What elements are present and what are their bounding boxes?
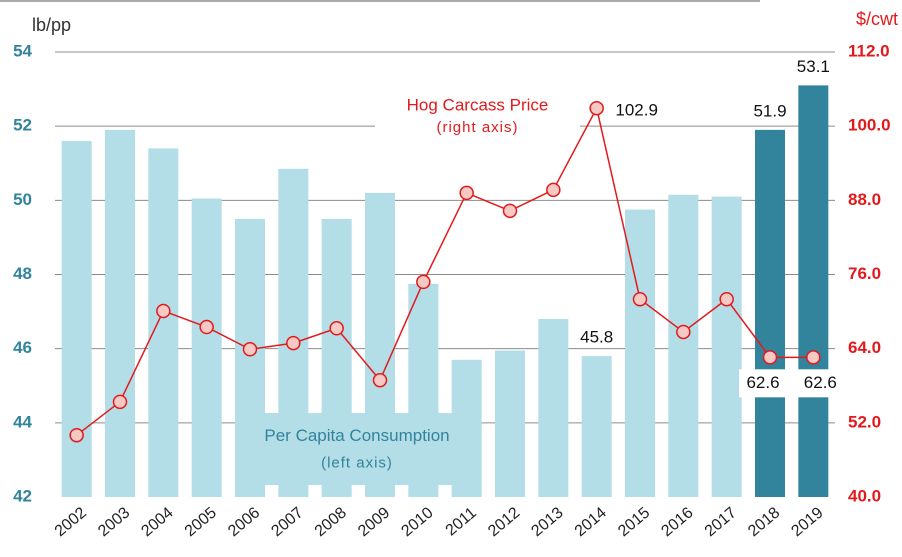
bar bbox=[538, 319, 569, 497]
line-marker bbox=[762, 350, 778, 365]
value-label: 62.6 bbox=[746, 373, 779, 392]
bar bbox=[105, 129, 135, 497]
line-marker bbox=[546, 182, 561, 198]
annotation-note: (right axis) bbox=[436, 119, 518, 136]
y-tick-label: 48 bbox=[13, 264, 32, 283]
annotation-box bbox=[237, 413, 477, 485]
x-tick-label: 2010 bbox=[398, 504, 436, 540]
y2-tick-label: 52.0 bbox=[848, 412, 881, 431]
x-tick-label: 2014 bbox=[572, 504, 610, 540]
bar bbox=[61, 141, 92, 497]
annotation-note: (left axis) bbox=[321, 454, 393, 471]
line bbox=[76, 106, 814, 436]
y-tick-label: 50 bbox=[13, 190, 32, 209]
bar bbox=[191, 198, 222, 497]
annotation-title: Hog Carcass Price bbox=[407, 95, 549, 114]
value-label: 51.9 bbox=[753, 101, 786, 120]
line-marker bbox=[589, 100, 604, 116]
value-label: 102.9 bbox=[615, 101, 658, 120]
x-tick-label: 2003 bbox=[95, 504, 133, 540]
line-marker bbox=[806, 350, 821, 365]
line-marker bbox=[199, 319, 214, 335]
line-marker bbox=[416, 274, 431, 290]
x-tick-label: 2019 bbox=[788, 504, 826, 540]
y2-tick-label: 100.0 bbox=[848, 116, 891, 135]
x-tick-label: 2005 bbox=[182, 504, 220, 540]
x-tick-label: 2011 bbox=[443, 504, 480, 539]
bar bbox=[755, 129, 785, 497]
bar bbox=[711, 196, 742, 497]
x-tick-label: 2018 bbox=[745, 504, 783, 540]
y-tick-label: 52 bbox=[13, 116, 32, 135]
line-marker bbox=[242, 342, 258, 357]
bar bbox=[148, 148, 179, 497]
x-tick-label: 2013 bbox=[528, 504, 566, 540]
bar bbox=[668, 194, 699, 498]
line-marker bbox=[459, 185, 474, 201]
x-tick-label: 2007 bbox=[268, 504, 306, 540]
x-tick-label: 2009 bbox=[355, 504, 393, 540]
line-marker bbox=[719, 291, 734, 307]
y-tick-label: 46 bbox=[13, 338, 32, 357]
bar bbox=[581, 356, 612, 497]
value-label: 62.6 bbox=[804, 373, 837, 392]
x-tick-label: 2002 bbox=[52, 504, 90, 540]
x-tick-label: 2006 bbox=[225, 504, 263, 540]
bar bbox=[495, 350, 525, 497]
value-label: 53.1 bbox=[797, 57, 830, 76]
x-tick-label: 2015 bbox=[615, 504, 653, 540]
y-tick-label: 54 bbox=[13, 41, 32, 60]
line-marker bbox=[632, 291, 648, 307]
y2-tick-label: 88.0 bbox=[848, 190, 881, 209]
line-marker bbox=[286, 335, 301, 351]
line-marker bbox=[69, 427, 84, 443]
line-marker bbox=[329, 321, 344, 336]
y2-tick-label: 76.0 bbox=[848, 264, 881, 283]
value-label: 45.8 bbox=[580, 328, 613, 347]
y2-tick-label: 112.0 bbox=[848, 41, 890, 60]
y2-tick-label: 64.0 bbox=[848, 338, 881, 357]
y-tick-label: 42 bbox=[13, 486, 32, 505]
line-marker bbox=[112, 394, 128, 410]
line-marker bbox=[502, 203, 518, 219]
x-tick-label: 2004 bbox=[138, 504, 176, 540]
x-tick-label: 2016 bbox=[658, 504, 696, 540]
y-tick-label: 44 bbox=[13, 412, 32, 431]
line-marker bbox=[676, 324, 691, 340]
label-box bbox=[739, 369, 787, 398]
y2-axis-label: $/cwt bbox=[856, 9, 898, 29]
line-marker bbox=[372, 372, 388, 388]
annotation-box bbox=[375, 86, 580, 146]
x-tick-label: 2017 bbox=[702, 504, 740, 540]
bar bbox=[798, 85, 829, 497]
x-tick-label: 2008 bbox=[312, 504, 350, 540]
label-box bbox=[796, 369, 845, 398]
annotation-title: Per Capita Consumption bbox=[264, 426, 449, 445]
x-tick-label: 2012 bbox=[485, 504, 523, 540]
y-axis-label: lb/pp bbox=[32, 15, 71, 35]
y2-tick-label: 40.0 bbox=[848, 486, 881, 505]
line-marker bbox=[156, 303, 171, 319]
